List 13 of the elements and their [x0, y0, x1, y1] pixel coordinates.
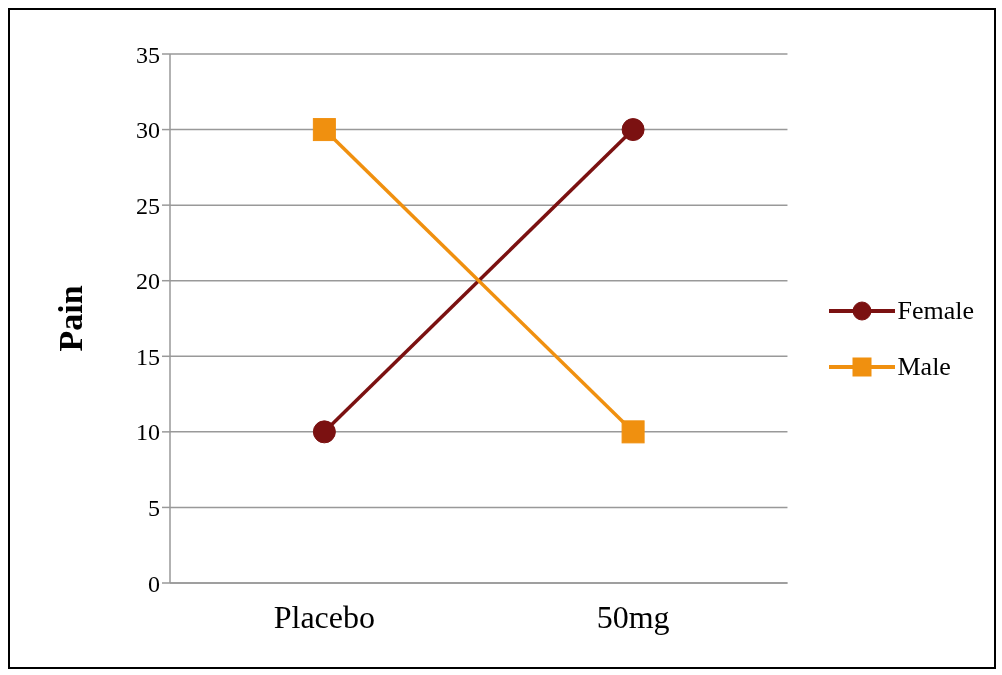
y-tick-label: 0	[148, 570, 160, 597]
y-tick-label: 10	[136, 419, 160, 446]
y-tick-label: 20	[136, 268, 160, 295]
y-tick-label: 25	[136, 192, 160, 219]
y-tick-label: 35	[136, 41, 160, 68]
y-axis-title: Pain	[52, 285, 90, 352]
legend-label: Male	[897, 351, 951, 382]
x-tick-label: 50mg	[596, 598, 670, 635]
legend-label: Female	[897, 295, 974, 326]
y-tick-label: 30	[136, 117, 160, 144]
y-tick-label: 5	[148, 494, 160, 521]
y-tick-label: 15	[136, 343, 160, 370]
x-tick-label: Placebo	[273, 598, 376, 635]
